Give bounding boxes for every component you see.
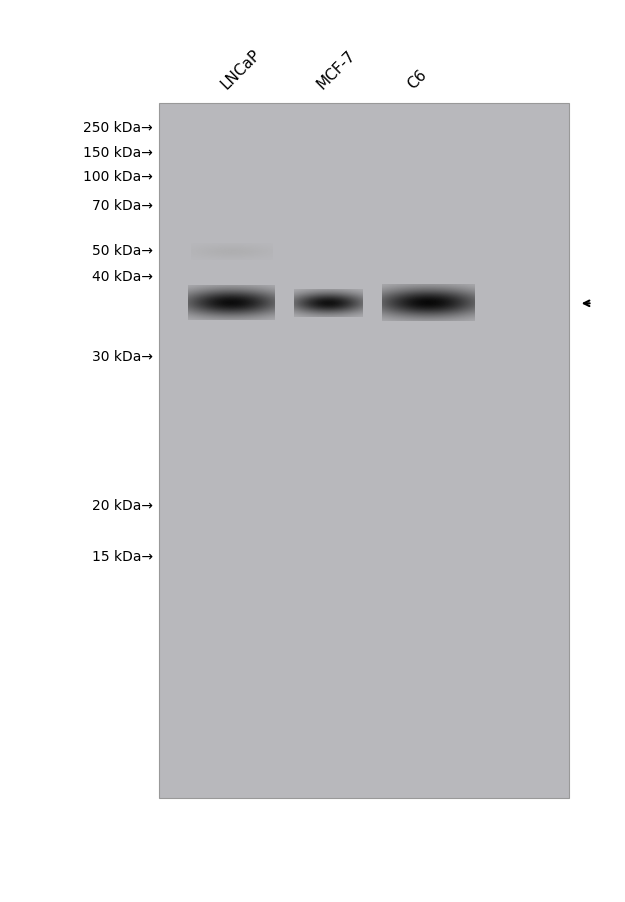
Text: 150 kDa→: 150 kDa→ [83,145,153,160]
Text: C6: C6 [405,67,430,92]
Text: 40 kDa→: 40 kDa→ [92,270,153,284]
Text: 50 kDa→: 50 kDa→ [92,244,153,258]
Text: 20 kDa→: 20 kDa→ [92,498,153,512]
Text: 30 kDa→: 30 kDa→ [92,349,153,364]
Text: 250 kDa→: 250 kDa→ [83,121,153,135]
Text: LNCaP: LNCaP [217,47,263,92]
Text: 70 kDa→: 70 kDa→ [92,198,153,213]
Text: MCF-7: MCF-7 [314,48,359,92]
Text: 100 kDa→: 100 kDa→ [83,170,153,184]
Bar [159,104,569,798]
Text: 15 kDa→: 15 kDa→ [92,549,153,564]
